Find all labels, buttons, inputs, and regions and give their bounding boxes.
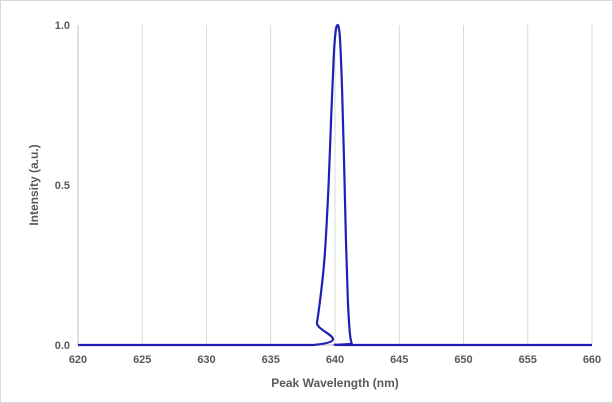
x-tick-label-640: 640 [326,354,344,366]
x-axis-title: Peak Wavelength (nm) [271,376,399,390]
x-tick-label-620: 620 [69,354,87,366]
series-line-0 [77,23,592,347]
y-axis-title: Intensity (a.u.) [27,144,41,225]
x-tick-label-650: 650 [454,354,472,366]
x-tick-label-635: 635 [262,354,280,366]
x-tick-label-655: 655 [519,354,537,366]
grid-lines [141,25,593,345]
series-layer [77,23,592,347]
x-tick-label-660: 660 [583,354,601,366]
y-tick-label-0.5: 0.5 [55,180,70,192]
x-tick-label-645: 645 [390,354,408,366]
x-tick-label-630: 630 [197,354,215,366]
tick-labels: 620 625 630 635 640 645 650 655 660 0.0 0.5 1.0 [55,20,601,366]
y-tick-label-1.0: 1.0 [55,20,70,32]
y-tick-label-0.0: 0.0 [55,340,70,352]
x-tick-label-625: 625 [133,354,151,366]
